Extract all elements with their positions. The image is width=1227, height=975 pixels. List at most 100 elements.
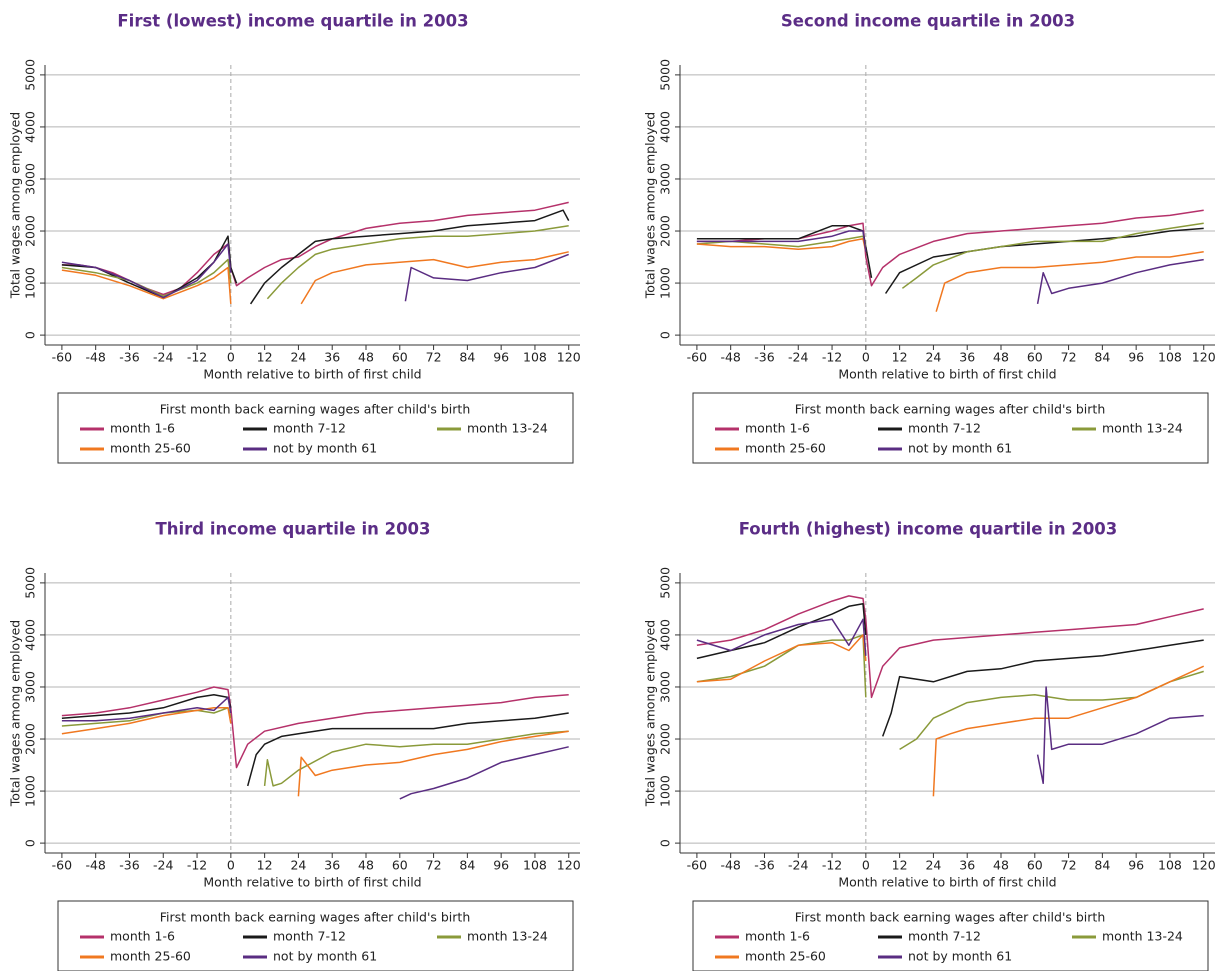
x-tick-label: -12 [187, 858, 207, 873]
x-tick-label: 84 [459, 858, 475, 873]
legend-box [57, 900, 574, 972]
legend-label: not by month 61 [273, 949, 377, 964]
x-tick-label: 36 [959, 350, 975, 365]
x-tick-label: 108 [1158, 350, 1182, 365]
x-tick-label: -24 [153, 858, 173, 873]
series-line [297, 730, 569, 797]
series-line [61, 243, 232, 299]
y-tick-label: 2000 [658, 723, 673, 755]
series-line [696, 230, 867, 252]
x-tick-label: 120 [557, 858, 581, 873]
x-tick-label: -36 [119, 858, 139, 873]
y-tick-label: 5000 [658, 567, 673, 599]
series-line [61, 686, 569, 769]
series-line [249, 209, 570, 305]
x-tick-label: 84 [459, 350, 475, 365]
x-tick-label: 108 [523, 858, 547, 873]
y-tick-label: 5000 [23, 567, 38, 599]
legend: First month back earning wages after chi… [57, 900, 574, 972]
x-tick-label: -48 [85, 858, 105, 873]
x-axis-label: Month relative to birth of first child [838, 875, 1056, 890]
x-tick-label: -60 [52, 350, 72, 365]
panel: Second income quartile in 2003 0 1000 2000 3… [643, 12, 1216, 464]
series-line [61, 707, 232, 735]
legend-label: month 1-6 [745, 421, 810, 436]
x-tick-label: 12 [892, 858, 908, 873]
y-tick-label: 4000 [658, 619, 673, 651]
x-tick-label: 120 [1192, 858, 1216, 873]
x-tick-label: 48 [358, 350, 374, 365]
panel: First (lowest) income quartile in 2003 0 1… [8, 12, 581, 464]
legend-label: month 25-60 [110, 441, 191, 456]
legend: First month back earning wages after chi… [692, 900, 1209, 972]
legend-label: not by month 61 [273, 441, 377, 456]
legend-label: month 7-12 [273, 929, 346, 944]
x-tick-label: 96 [1128, 858, 1144, 873]
x-tick-label: 12 [892, 350, 908, 365]
legend-label: month 25-60 [745, 441, 826, 456]
x-tick-label: 60 [1027, 858, 1043, 873]
series-line [696, 618, 867, 656]
y-tick-label: 3000 [658, 163, 673, 195]
panel: Fourth (highest) income quartile in 2003… [643, 520, 1216, 972]
series-line [1036, 686, 1204, 785]
y-tick-label: 0 [23, 839, 38, 847]
series-line [61, 266, 232, 304]
y-tick-label: 0 [23, 331, 38, 339]
x-tick-label: 24 [290, 858, 306, 873]
x-tick-label: 72 [426, 858, 442, 873]
legend-label: month 13-24 [467, 421, 548, 436]
series-line [899, 670, 1204, 751]
series-line [404, 253, 569, 302]
x-tick-label: 120 [1192, 350, 1216, 365]
x-tick-label: 0 [227, 350, 235, 365]
legend-label: month 1-6 [745, 929, 810, 944]
x-tick-label: 36 [324, 350, 340, 365]
x-tick-label: 108 [523, 350, 547, 365]
legend-title: First month back earning wages after chi… [160, 910, 471, 925]
legend-label: month 7-12 [273, 421, 346, 436]
chart-title: First (lowest) income quartile in 2003 [117, 12, 468, 31]
chart-title: Fourth (highest) income quartile in 2003 [739, 520, 1118, 539]
series-line [932, 665, 1205, 797]
y-tick-label: 0 [658, 331, 673, 339]
y-tick-label: 3000 [23, 671, 38, 703]
x-tick-label: 36 [959, 858, 975, 873]
x-tick-label: -60 [52, 858, 72, 873]
series-line [263, 730, 569, 787]
x-tick-label: 12 [257, 350, 273, 365]
series-line [935, 251, 1204, 312]
series-line [884, 227, 1204, 294]
y-tick-label: 3000 [23, 163, 38, 195]
x-tick-label: -60 [687, 858, 707, 873]
y-axis-label: Total wages among employed [643, 112, 658, 299]
series-line [61, 694, 232, 719]
x-tick-label: -60 [687, 350, 707, 365]
x-axis-label: Month relative to birth of first child [203, 875, 421, 890]
x-tick-label: -24 [788, 350, 808, 365]
series-line [61, 696, 232, 722]
series-line [696, 209, 1204, 287]
x-tick-label: 48 [993, 858, 1009, 873]
legend-label: month 7-12 [908, 421, 981, 436]
legend-label: month 1-6 [110, 929, 175, 944]
legend-label: month 13-24 [1102, 421, 1183, 436]
y-tick-label: 1000 [658, 267, 673, 299]
x-tick-label: 36 [324, 858, 340, 873]
panel: Third income quartile in 2003 0 1000 2000 30… [8, 520, 581, 972]
x-tick-label: 72 [1061, 350, 1077, 365]
x-tick-label: 84 [1094, 350, 1110, 365]
x-tick-label: -24 [153, 350, 173, 365]
x-tick-label: 60 [392, 858, 408, 873]
y-tick-label: 1000 [658, 775, 673, 807]
x-tick-label: 96 [493, 858, 509, 873]
x-tick-label: 0 [227, 858, 235, 873]
legend-box [57, 392, 574, 464]
x-tick-label: 72 [1061, 858, 1077, 873]
x-tick-label: 12 [257, 858, 273, 873]
x-tick-label: -48 [720, 858, 740, 873]
y-tick-label: 4000 [658, 111, 673, 143]
x-tick-label: 72 [426, 350, 442, 365]
series-line [901, 222, 1204, 289]
y-tick-label: 3000 [658, 671, 673, 703]
